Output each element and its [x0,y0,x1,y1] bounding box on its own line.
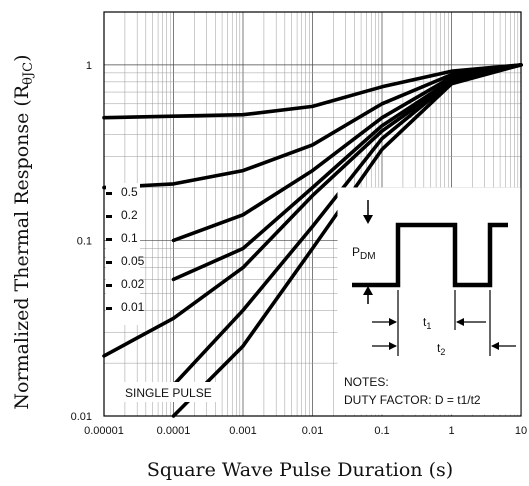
notes-title: NOTES: [344,375,389,389]
duty-cycle-inset: PDM t1 t2 NOTES: DUTY FACTOR: D = t1/t2 [337,187,521,415]
plot-frame [103,11,522,417]
curve-label-marker [106,238,112,241]
curve-label: 0.1 [121,231,138,245]
curve-label: 0.05 [121,254,145,268]
curve-label-marker [106,261,112,264]
curve-labels: 0.5 0.2 0.1 0.05 0.02 0.01 [106,185,145,314]
chart-curves [102,63,523,418]
x-tick-label: 1 [448,425,454,437]
t2-arrow-head-right [491,342,499,350]
single-pulse-label-bg [120,382,220,402]
pdm-arrow-head-top [363,215,373,224]
t2-label: t2 [437,341,445,357]
single-pulse-label: SINGLE PULSE [125,386,212,400]
t1-arrow-head-right [456,318,464,326]
notes-text: DUTY FACTOR: D = t1/t2 [344,393,481,407]
curve-label: 0.5 [121,185,138,199]
y-tick-label: 1 [86,60,92,72]
curve-label-panel [106,183,140,325]
x-tick-label: 10 [515,425,527,437]
curve-label: 0.2 [121,208,138,222]
t2-arrow-head-left [389,342,397,350]
curve-label: 0.02 [121,277,145,291]
t1-arrow-head-left [389,318,397,326]
curve-label-marker [106,307,112,310]
x-axis-title: Square Wave Pulse Duration (s) [147,459,453,481]
y-tick-label: 0.01 [71,411,92,423]
x-tick-label: 0.1 [374,425,389,437]
y-tick-label: 0.1 [77,235,92,247]
x-tick-label: 0.001 [229,425,257,437]
pulse-waveform [352,222,508,288]
y-axis-title: Normalized Thermal Response (RθJC) [11,54,36,409]
x-tick-label: 0.0001 [157,425,191,437]
curve-0-1 [171,63,523,243]
curve-0-5 [102,63,523,120]
pdm-label: PDM [352,245,376,262]
t1-label: t1 [423,315,431,331]
curve-0-2 [102,63,523,190]
curve-label-marker [106,215,112,218]
y-tick-labels: 0.01 0.1 1 [71,60,92,423]
x-tick-label: 0.01 [302,425,323,437]
x-tick-labels: 0.00001 0.0001 0.001 0.01 0.1 1 10 [84,425,527,437]
curve-label: 0.01 [121,300,145,314]
x-tick-label: 0.00001 [84,425,124,437]
curve-label-marker [106,284,112,287]
pdm-arrow-head-bottom [363,286,373,295]
curve-label-marker [106,192,112,195]
